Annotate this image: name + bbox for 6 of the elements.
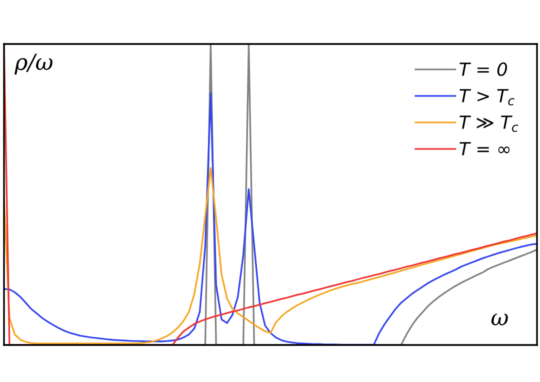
legend-label: T = ∞ [460, 142, 510, 156]
legend-label: T > T$_{c}$ [460, 89, 514, 106]
x-axis-title: ω [491, 314, 508, 326]
legend-label: T ≫ T$_{c}$ [460, 116, 518, 132]
y-axis-title: ρ/ω [14, 54, 52, 75]
legend-label: T = 0 [460, 62, 508, 76]
